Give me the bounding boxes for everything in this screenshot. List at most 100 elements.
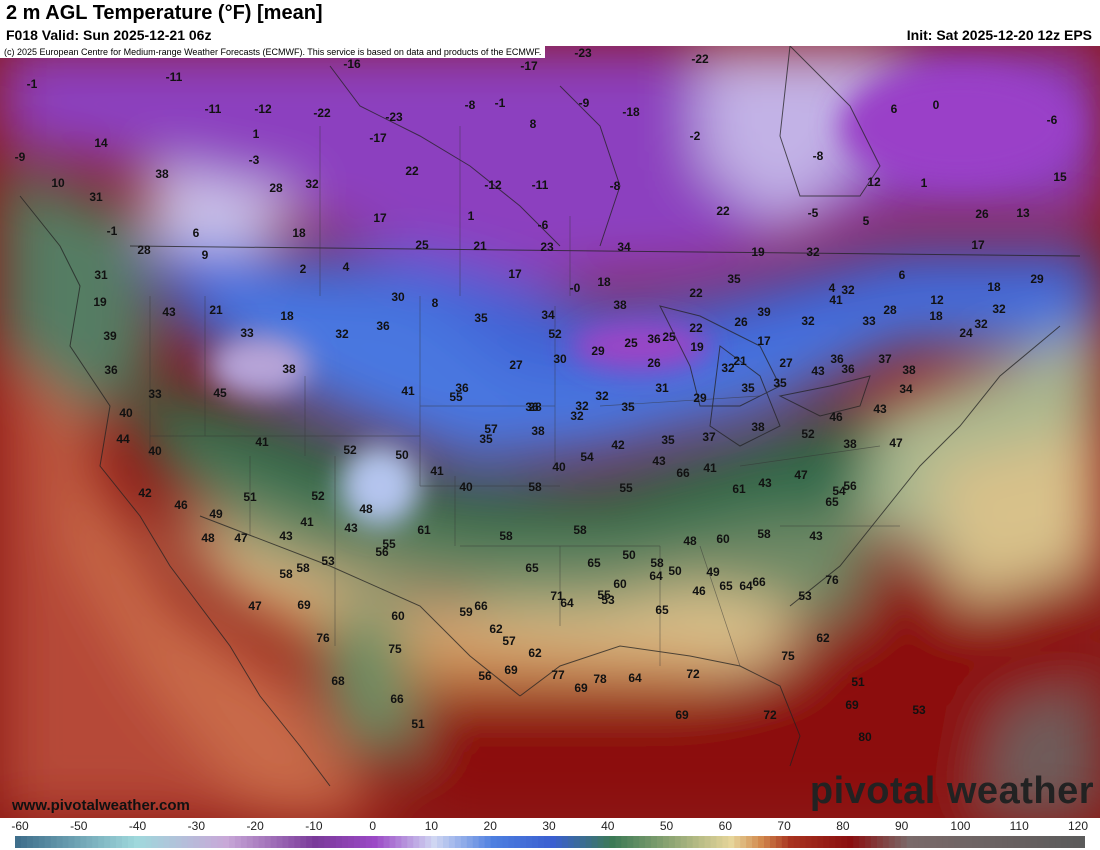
color-scale-segment bbox=[383, 836, 391, 848]
temperature-value: 29 bbox=[693, 391, 707, 405]
temperature-value: 32 bbox=[595, 389, 609, 403]
color-scale-segment bbox=[918, 836, 926, 848]
color-scale-segment bbox=[205, 836, 212, 848]
color-scale-segment bbox=[110, 836, 117, 848]
temperature-value: 18 bbox=[987, 280, 1001, 294]
temperature-value: 32 bbox=[992, 302, 1006, 316]
temperature-value: 2 bbox=[300, 262, 307, 276]
color-scale-segment bbox=[300, 836, 307, 848]
color-scale-segment bbox=[639, 836, 646, 848]
temperature-value: -1 bbox=[495, 96, 506, 110]
temperature-value: 32 bbox=[974, 317, 988, 331]
color-scale-tick-label: 90 bbox=[894, 819, 909, 833]
color-scale-segment bbox=[829, 836, 836, 848]
temperature-value: 34 bbox=[617, 240, 631, 254]
temperature-value: 23 bbox=[540, 240, 554, 254]
color-scale-segment bbox=[859, 836, 866, 848]
temperature-value: 54 bbox=[580, 450, 594, 464]
temperature-map[interactable]: -15-16-23-22-1-11-17-9-1-11-12-22-23-8-1… bbox=[0, 46, 1100, 818]
temperature-value: 31 bbox=[89, 190, 103, 204]
color-scale-segment bbox=[306, 836, 313, 848]
color-scale-segment bbox=[758, 836, 765, 848]
temperature-value: 38 bbox=[613, 298, 627, 312]
color-scale-segment bbox=[347, 836, 355, 848]
temperature-value: 77 bbox=[551, 668, 565, 682]
temperature-value: 46 bbox=[829, 410, 843, 424]
temperature-value: 50 bbox=[668, 564, 682, 578]
temperature-value: 52 bbox=[801, 427, 815, 441]
temperature-value: 19 bbox=[751, 245, 765, 259]
temperature-value: -8 bbox=[813, 149, 824, 163]
temperature-value: 44 bbox=[116, 432, 130, 446]
color-scale-segment bbox=[15, 836, 22, 848]
temperature-value: 47 bbox=[248, 599, 262, 613]
color-scale-segment bbox=[538, 836, 545, 848]
color-scale-segment bbox=[318, 836, 325, 848]
temperature-value: 38 bbox=[282, 362, 296, 376]
temperature-value: -1 bbox=[27, 77, 38, 91]
temperature-value: 48 bbox=[683, 534, 697, 548]
color-scale-segment bbox=[443, 836, 450, 848]
temperature-value: 29 bbox=[1030, 272, 1044, 286]
temperature-value: -22 bbox=[691, 52, 709, 66]
temperature-value: -22 bbox=[313, 106, 331, 120]
color-scale-tick-label: 50 bbox=[659, 819, 674, 833]
color-scale-segment bbox=[151, 836, 159, 848]
temperature-value: 53 bbox=[601, 593, 615, 607]
color-scale-segment bbox=[526, 836, 533, 848]
temperature-value: 64 bbox=[628, 671, 642, 685]
temperature-value: 35 bbox=[773, 376, 787, 390]
color-scale-segment bbox=[92, 836, 99, 848]
temperature-value: 65 bbox=[719, 579, 733, 593]
color-scale-segment bbox=[282, 836, 290, 848]
temperature-value: 65 bbox=[525, 561, 539, 575]
temperature-value: 18 bbox=[280, 309, 294, 323]
color-scale-segment bbox=[775, 836, 783, 848]
color-scale-bar: -60 -50 -40 -30 -20 -10 0 10 20 30 40 50 60 70 80 90 100… bbox=[0, 818, 1100, 850]
temperature-value: 64 bbox=[649, 569, 663, 583]
temperature-value: 28 bbox=[269, 181, 283, 195]
temperature-value: 35 bbox=[479, 432, 493, 446]
color-scale-tick-label: 70 bbox=[777, 819, 791, 833]
color-scale-segment bbox=[246, 836, 254, 848]
color-scale-segment bbox=[389, 836, 397, 848]
site-url[interactable]: www.pivotalweather.com bbox=[12, 797, 190, 814]
color-scale-segment bbox=[377, 836, 385, 848]
temperature-value: 34 bbox=[899, 382, 913, 396]
temperature-value: 46 bbox=[174, 498, 188, 512]
temperature-value: 29 bbox=[591, 344, 605, 358]
color-scale-segment bbox=[56, 836, 64, 848]
color-scale-segment bbox=[769, 836, 777, 848]
temperature-value: 22 bbox=[689, 321, 703, 335]
temperature-value: -12 bbox=[484, 178, 502, 192]
temperature-value: 43 bbox=[344, 521, 358, 535]
temperature-value: 12 bbox=[867, 175, 881, 189]
temperature-value: 76 bbox=[316, 631, 330, 645]
color-scale-tick-label: -10 bbox=[305, 819, 323, 833]
color-scale-segment bbox=[972, 836, 979, 848]
temperature-value: 48 bbox=[201, 531, 215, 545]
color-scale-segment bbox=[395, 836, 402, 848]
temperature-value: 65 bbox=[825, 495, 839, 509]
color-scale-segment bbox=[621, 836, 628, 848]
color-scale-segment bbox=[1007, 836, 1015, 848]
temperature-value: 62 bbox=[816, 631, 830, 645]
color-scale-segment bbox=[157, 836, 165, 848]
color-scale-segment bbox=[871, 836, 878, 848]
temperature-value: 28 bbox=[528, 400, 542, 414]
color-scale-tick-label: 40 bbox=[601, 819, 615, 833]
temperature-value: 53 bbox=[798, 589, 812, 603]
color-scale-segment bbox=[746, 836, 753, 848]
color-scale-segment bbox=[835, 836, 842, 848]
temperature-value: -11 bbox=[205, 102, 222, 116]
color-scale-segment bbox=[264, 836, 272, 848]
temperature-value: 52 bbox=[548, 327, 562, 341]
temperature-value: 14 bbox=[94, 136, 108, 150]
temperature-value: 6 bbox=[891, 102, 898, 116]
temperature-value: -0 bbox=[570, 281, 581, 295]
color-scale-segment bbox=[98, 836, 105, 848]
temperature-value: -8 bbox=[610, 179, 621, 193]
color-scale-segment bbox=[116, 836, 123, 848]
temperature-value: 39 bbox=[757, 305, 771, 319]
temperature-value: 32 bbox=[801, 314, 815, 328]
